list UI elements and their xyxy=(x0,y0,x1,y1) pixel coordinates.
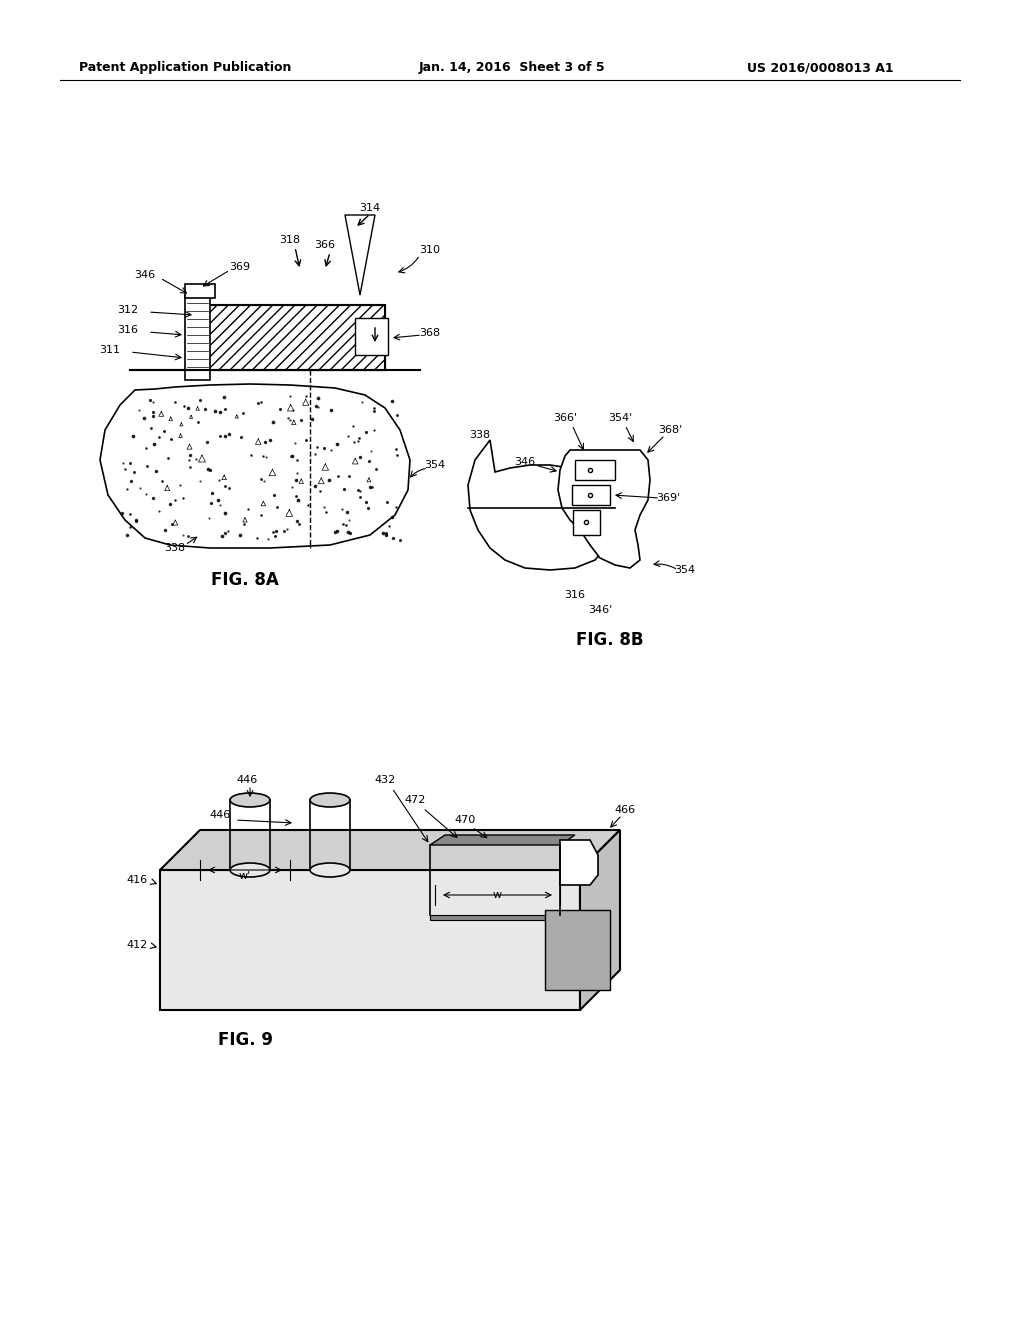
Polygon shape xyxy=(468,440,612,570)
Text: 369': 369' xyxy=(656,492,680,503)
Text: 369: 369 xyxy=(229,261,251,272)
Text: 310: 310 xyxy=(420,246,440,255)
Polygon shape xyxy=(185,294,210,380)
Text: 346: 346 xyxy=(514,457,536,467)
Polygon shape xyxy=(558,450,650,568)
Text: 432: 432 xyxy=(375,775,395,785)
Text: 316: 316 xyxy=(117,325,138,335)
Polygon shape xyxy=(573,510,600,535)
Text: 346: 346 xyxy=(134,271,156,280)
Text: 311: 311 xyxy=(99,345,120,355)
Text: 338: 338 xyxy=(165,543,185,553)
Text: US 2016/0008013 A1: US 2016/0008013 A1 xyxy=(746,62,893,74)
Text: 472: 472 xyxy=(404,795,426,805)
Polygon shape xyxy=(160,870,580,1010)
Ellipse shape xyxy=(310,863,350,876)
Text: FIG. 8A: FIG. 8A xyxy=(211,572,279,589)
Text: Jan. 14, 2016  Sheet 3 of 5: Jan. 14, 2016 Sheet 3 of 5 xyxy=(419,62,605,74)
Text: 314: 314 xyxy=(359,203,381,213)
Text: 346': 346' xyxy=(588,605,612,615)
Polygon shape xyxy=(355,318,388,355)
Text: w': w' xyxy=(239,871,251,880)
Polygon shape xyxy=(430,836,575,845)
Text: 318: 318 xyxy=(280,235,301,246)
Ellipse shape xyxy=(310,793,350,807)
Text: 354: 354 xyxy=(675,565,695,576)
Ellipse shape xyxy=(230,793,270,807)
Polygon shape xyxy=(345,215,375,294)
Text: 312: 312 xyxy=(117,305,138,315)
Text: 368: 368 xyxy=(420,327,440,338)
Polygon shape xyxy=(160,830,620,870)
Polygon shape xyxy=(195,305,385,370)
Polygon shape xyxy=(580,830,620,1010)
Text: 354': 354' xyxy=(608,413,632,422)
Text: w: w xyxy=(493,890,502,900)
Ellipse shape xyxy=(230,863,270,876)
Text: 466: 466 xyxy=(614,805,636,814)
Polygon shape xyxy=(572,484,610,506)
Text: 338: 338 xyxy=(469,430,490,440)
Text: 368': 368' xyxy=(657,425,682,436)
Text: 316: 316 xyxy=(564,590,586,601)
Polygon shape xyxy=(575,459,615,480)
Text: Patent Application Publication: Patent Application Publication xyxy=(79,62,291,74)
Polygon shape xyxy=(100,384,410,548)
Polygon shape xyxy=(430,915,560,920)
Text: FIG. 8B: FIG. 8B xyxy=(577,631,644,649)
Polygon shape xyxy=(560,840,598,884)
Polygon shape xyxy=(185,284,215,298)
Polygon shape xyxy=(545,909,610,990)
Text: 366': 366' xyxy=(553,413,578,422)
Text: 366: 366 xyxy=(314,240,336,249)
Text: 470: 470 xyxy=(455,814,475,825)
Text: 446: 446 xyxy=(237,775,258,785)
Text: FIG. 9: FIG. 9 xyxy=(217,1031,272,1049)
Text: 354: 354 xyxy=(424,459,445,470)
Text: 416: 416 xyxy=(127,875,148,884)
Text: 412: 412 xyxy=(127,940,148,950)
Text: 446: 446 xyxy=(209,810,230,820)
